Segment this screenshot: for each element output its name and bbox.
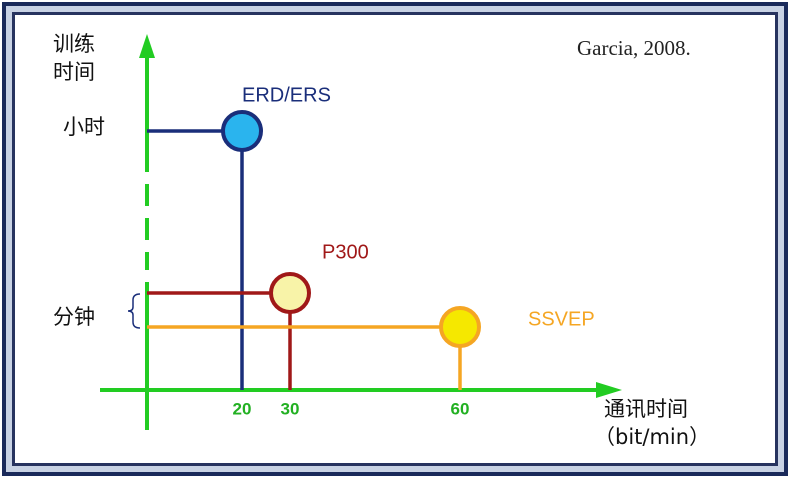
node-label: ERD/ERS <box>242 84 331 106</box>
canvas <box>15 15 775 463</box>
x-tick-label: 60 <box>451 399 470 418</box>
x-tick-label: 20 <box>233 399 252 418</box>
y-axis <box>100 50 600 430</box>
ssvep-node <box>439 306 481 348</box>
y-label: 分钟 <box>53 305 95 329</box>
y-title-line: 时间 <box>53 60 95 84</box>
x-arrow <box>596 382 622 398</box>
node-label: P300 <box>322 241 369 263</box>
y-label: 小时 <box>63 115 105 139</box>
x-title: 通讯时间 <box>604 397 688 421</box>
x-tick-label: 30 <box>281 399 300 418</box>
brace <box>127 293 141 329</box>
p300-node <box>269 272 311 314</box>
erd-node <box>221 110 263 152</box>
y-title-line: 训练 <box>53 32 95 56</box>
ssvep-lines <box>147 325 462 390</box>
citation: Garcia, 2008. <box>577 36 691 60</box>
node-label: SSVEP <box>528 308 595 330</box>
y-arrow <box>139 34 155 58</box>
erd-lines <box>147 129 244 390</box>
p300-lines <box>147 291 292 390</box>
x-unit: （bit/min） <box>594 425 710 449</box>
